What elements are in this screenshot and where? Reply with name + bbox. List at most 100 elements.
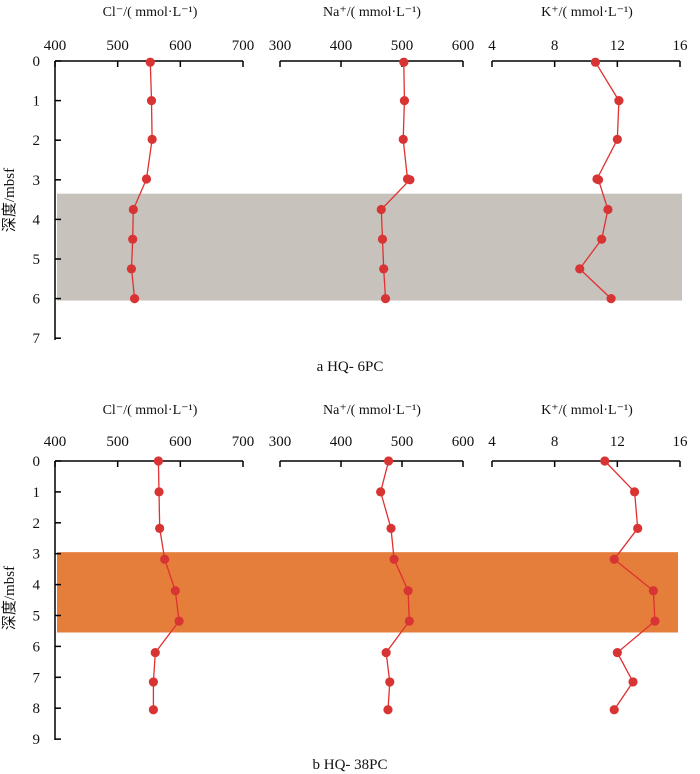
- y-tick-label: 2: [33, 516, 41, 532]
- data-point: [381, 647, 391, 658]
- data-point: [404, 616, 414, 626]
- data-point: [146, 96, 157, 106]
- x-tick-label: 4: [488, 434, 496, 450]
- data-point: [376, 204, 386, 215]
- data-point: [377, 234, 388, 244]
- highlight-band: [57, 193, 682, 301]
- x-tick-label: 16: [673, 38, 689, 54]
- data-point: [154, 487, 164, 497]
- data-point: [148, 705, 158, 715]
- data-point: [597, 234, 607, 244]
- data-point: [399, 57, 409, 67]
- data-point: [633, 523, 643, 533]
- data-point: [629, 487, 640, 497]
- data-point: [376, 487, 386, 497]
- data-point: [399, 96, 410, 106]
- y-tick-label: 6: [33, 639, 41, 655]
- data-point: [628, 677, 638, 687]
- x-tick-label: 8: [551, 38, 559, 54]
- highlight-band: [57, 552, 678, 633]
- y-tick-label: 1: [33, 485, 41, 501]
- data-point: [174, 616, 184, 626]
- data-point: [403, 586, 413, 596]
- data-point: [379, 264, 389, 274]
- x-tick-label: 500: [106, 38, 129, 54]
- x-tick-label: 700: [232, 434, 255, 450]
- x-tick-label: 500: [391, 434, 414, 450]
- data-point: [129, 294, 140, 304]
- y-tick-label: 4: [33, 212, 41, 228]
- data-point: [575, 264, 585, 274]
- y-tick-label: 9: [33, 732, 41, 748]
- x-tick-label: 300: [269, 434, 292, 450]
- data-point: [648, 586, 658, 596]
- series-line: [130, 62, 153, 299]
- x-tick-label: 600: [452, 38, 475, 54]
- data-point: [126, 264, 137, 274]
- x-tick-label: 16: [673, 434, 689, 450]
- y-tick-label: 3: [33, 173, 41, 189]
- data-point: [600, 456, 610, 466]
- data-point: [612, 134, 622, 145]
- x-tick-label: 4: [488, 38, 496, 54]
- data-point: [603, 204, 613, 215]
- x-axis-title: K⁺/( mmol·L⁻¹): [541, 403, 633, 418]
- x-tick-label: 12: [610, 38, 625, 54]
- x-tick-label: 400: [44, 38, 67, 54]
- x-tick-label: 8: [551, 434, 559, 450]
- data-point: [170, 586, 180, 596]
- y-tick-label: 7: [33, 331, 41, 347]
- data-point: [385, 677, 395, 687]
- data-point: [389, 554, 399, 564]
- data-point: [148, 677, 158, 687]
- y-tick-label: 8: [33, 701, 41, 717]
- y-tick-label: 2: [33, 133, 41, 149]
- panel-caption: a HQ- 6PC: [317, 359, 384, 375]
- data-point: [593, 175, 604, 185]
- x-tick-label: 600: [169, 38, 192, 54]
- data-point: [145, 57, 155, 67]
- data-point: [141, 174, 152, 184]
- x-axis-title: Na⁺/( mmol·L⁻¹): [323, 5, 421, 20]
- data-point: [383, 456, 394, 466]
- data-point: [383, 705, 393, 715]
- x-axis-title: K⁺/( mmol·L⁻¹): [541, 5, 633, 20]
- data-point: [380, 294, 391, 304]
- data-point: [128, 234, 138, 244]
- data-point: [650, 616, 660, 626]
- y-axis-label: 深度/mbsf: [1, 168, 18, 232]
- x-tick-label: 300: [269, 38, 292, 54]
- data-point: [606, 294, 616, 304]
- y-tick-label: 7: [33, 670, 41, 686]
- data-point: [386, 523, 396, 533]
- y-tick-label: 6: [33, 292, 41, 308]
- y-tick-label: 1: [33, 94, 41, 110]
- y-tick-label: 5: [33, 609, 41, 625]
- y-tick-label: 5: [33, 252, 41, 268]
- x-tick-label: 400: [330, 434, 353, 450]
- x-tick-label: 500: [391, 38, 414, 54]
- x-tick-label: 500: [106, 434, 129, 450]
- x-tick-label: 12: [610, 434, 625, 450]
- x-tick-label: 600: [169, 434, 192, 450]
- x-tick-label: 400: [330, 38, 353, 54]
- x-tick-label: 700: [232, 38, 255, 54]
- data-point: [614, 96, 624, 106]
- data-point: [153, 456, 163, 466]
- x-axis-title: Na⁺/( mmol·L⁻¹): [323, 403, 421, 418]
- data-point: [405, 175, 415, 185]
- data-point: [398, 134, 408, 145]
- x-tick-label: 600: [452, 434, 475, 450]
- y-tick-label: 0: [33, 454, 41, 470]
- data-point: [128, 204, 138, 215]
- x-axis-title: Cl⁻/( mmol·L⁻¹): [103, 403, 198, 418]
- y-axis-label: 深度/mbsf: [1, 566, 18, 630]
- data-point: [609, 705, 619, 715]
- data-point: [590, 57, 601, 67]
- y-tick-label: 3: [33, 547, 41, 563]
- data-point: [609, 554, 619, 564]
